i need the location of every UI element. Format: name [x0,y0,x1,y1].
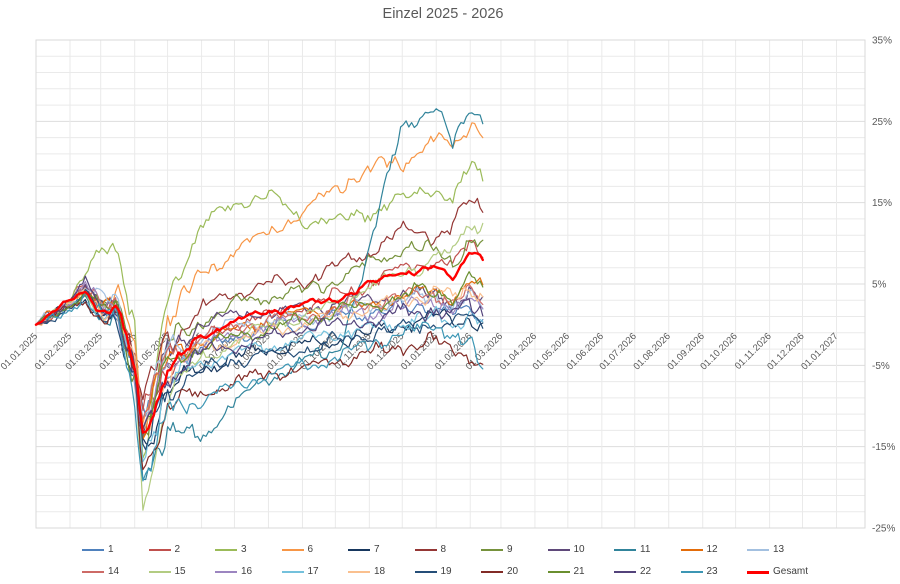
legend-label-17: 17 [307,566,319,577]
legend-item-8[interactable]: 8 [414,544,482,555]
legend-label-2: 2 [174,544,181,555]
legend-label-14: 14 [108,566,120,577]
plot-border [35,39,866,529]
legend-swatch-14 [82,571,104,573]
chart-legend: 1 2 3 6 7 8 9 10 11 12 13 14 15 16 17 18 19 20 21 22 23 Gesam… [0,539,900,583]
plot-area[interactable]: 35%25%15%5%-5%-15%-25%01.01.202501.02.20… [0,0,900,538]
legend-swatch-11 [614,549,636,551]
legend-item-11[interactable]: 11 [614,545,681,555]
series-line-3[interactable] [35,160,484,459]
legend-row-2: 14 15 16 17 18 19 20 21 22 23 Gesamt [0,561,900,583]
legend-swatch-18 [348,571,370,573]
y-axis-tick-label: -25% [872,524,895,535]
legend-item-14[interactable]: 14 [82,567,149,577]
legend-label-7: 7 [374,544,380,555]
legend-swatch-9 [481,549,503,551]
legend-item-13[interactable]: 13 [747,545,784,555]
y-axis-tick-label: 25% [872,117,892,128]
legend-label-23: 23 [706,566,718,577]
legend-label-19: 19 [440,566,452,577]
legend-swatch-17 [281,571,304,573]
legend-item-12[interactable]: 12 [680,544,748,555]
series-line-7[interactable] [35,298,484,447]
legend-item-20[interactable]: 20 [481,567,548,577]
legend-item-22[interactable]: 22 [614,567,681,577]
legend-swatch-1 [82,549,104,551]
series-line-22[interactable] [35,275,484,430]
legend-label-13: 13 [773,544,785,555]
legend-swatch-8 [414,549,437,551]
legend-label-8: 8 [440,544,447,555]
legend-swatch-20 [481,571,503,573]
legend-swatch-21 [547,571,570,573]
legend-item-9[interactable]: 9 [481,545,548,555]
series-line-19[interactable] [35,288,484,451]
series-line-23[interactable] [35,292,484,482]
legend-item-18[interactable]: 18 [348,567,415,577]
legend-label-11: 11 [640,544,651,555]
legend-swatch-12 [680,549,703,551]
legend-item-15[interactable]: 15 [148,566,216,577]
legend-item-6[interactable]: 6 [281,544,349,555]
y-axis-tick-label: 15% [872,198,892,209]
legend-item-7[interactable]: 7 [348,545,415,555]
y-axis-tick-label: -15% [872,442,895,453]
legend-label-21: 21 [573,566,585,577]
legend-label-12: 12 [706,544,718,555]
legend-item-21[interactable]: 21 [547,566,615,577]
legend-row-1: 1 2 3 6 7 8 9 10 11 12 13 [0,539,900,561]
legend-item-Gesamt[interactable]: Gesamt [747,567,808,577]
legend-swatch-19 [414,571,437,573]
legend-label-1: 1 [108,544,114,555]
legend-item-10[interactable]: 10 [547,544,615,555]
series-line-14[interactable] [35,283,484,420]
legend-swatch-6 [281,549,304,551]
legend-swatch-23 [680,571,703,573]
legend-label-6: 6 [307,544,314,555]
chart-title[interactable]: Einzel 2025 - 2026 [382,6,504,22]
legend-item-1[interactable]: 1 [82,545,149,555]
legend-swatch-Gesamt [747,570,769,574]
legend-item-3[interactable]: 3 [215,545,282,555]
legend-item-2[interactable]: 2 [148,544,216,555]
legend-item-23[interactable]: 23 [680,566,748,577]
legend-item-16[interactable]: 16 [215,567,282,577]
legend-swatch-22 [614,571,636,573]
legend-swatch-3 [215,549,237,551]
legend-label-10: 10 [573,544,585,555]
legend-swatch-15 [148,571,171,573]
legend-item-19[interactable]: 19 [414,566,482,577]
legend-item-17[interactable]: 17 [281,566,349,577]
x-axis-tick-label: 01.01.2027 [799,331,840,372]
legend-label-9: 9 [507,544,513,555]
y-axis-tick-label: -5% [872,361,890,372]
y-axis-tick-label: 5% [872,280,887,291]
legend-swatch-13 [747,549,769,551]
legend-label-18: 18 [374,566,386,577]
legend-swatch-7 [348,549,370,551]
legend-label-3: 3 [241,544,247,555]
legend-label-20: 20 [507,566,519,577]
y-axis-tick-label: 35% [872,36,892,47]
series-line-9[interactable] [35,239,484,440]
legend-label-16: 16 [241,566,253,577]
series-line-Gesamt[interactable] [34,251,484,434]
legend-label-22: 22 [640,566,652,577]
legend-label-Gesamt: Gesamt [773,566,809,577]
legend-swatch-2 [148,549,171,551]
legend-label-15: 15 [174,566,186,577]
legend-swatch-16 [215,571,237,573]
series-line-11[interactable] [35,108,484,481]
legend-swatch-10 [547,549,570,551]
